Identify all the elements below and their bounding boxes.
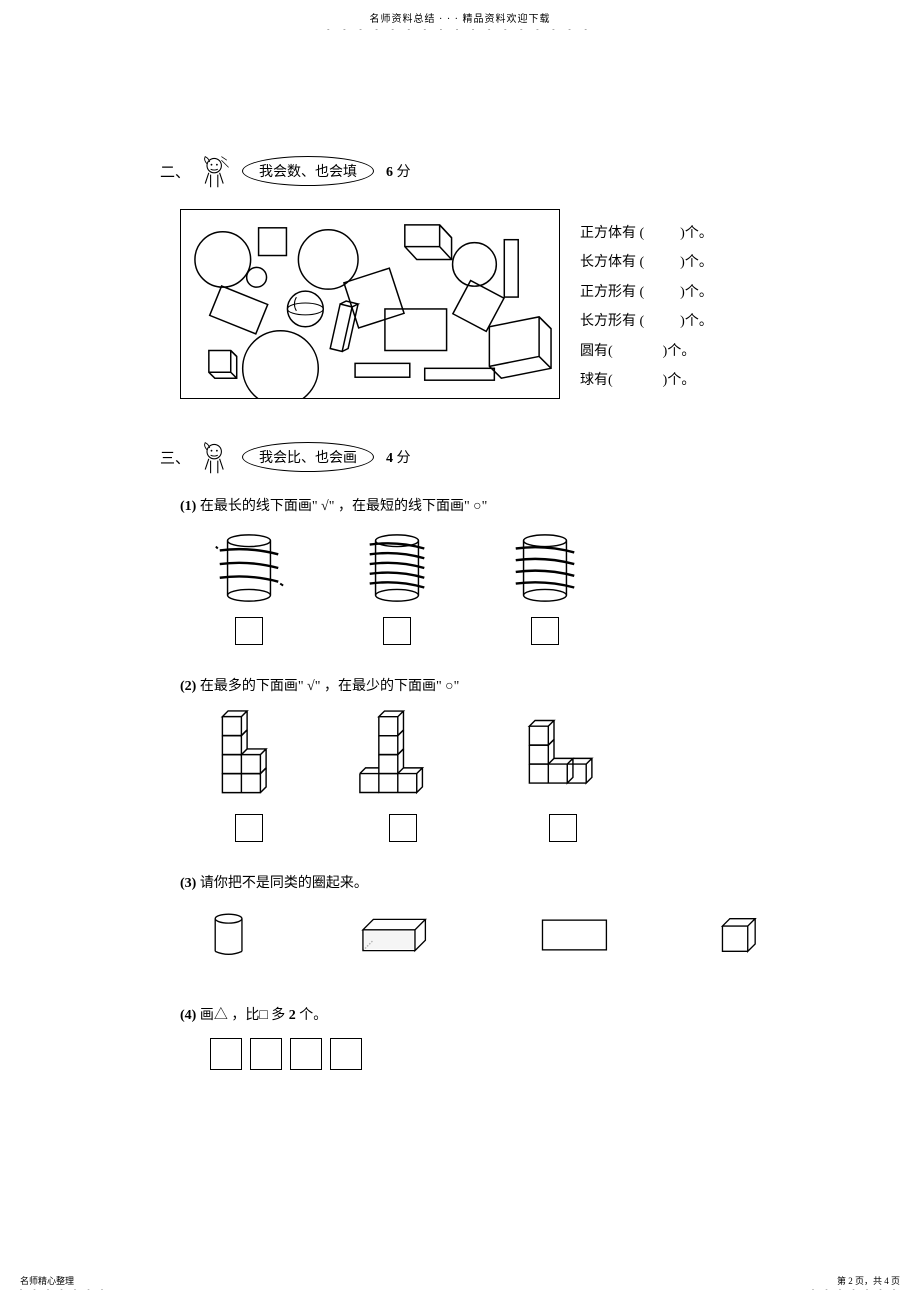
- section-3-header: 三、 我会比、也会画 4 分: [160, 439, 760, 475]
- q3-4-text: (4) 画△ ，比□ 多 2 个。: [180, 1004, 760, 1024]
- q3-2-figures: [210, 709, 760, 842]
- section-3-bubble: 我会比、也会画: [242, 442, 374, 472]
- section-2-score: 6 分: [386, 161, 411, 181]
- q3-3-text: (3) 请你把不是同类的圈起来。: [180, 872, 760, 892]
- section-2-header: 二、 我会数、也会填 6 分: [160, 153, 760, 189]
- answer-box[interactable]: [235, 617, 263, 645]
- cube-stack-icon: [210, 709, 288, 804]
- footer-right: 第 2 页，共 4 页: [812, 1274, 900, 1287]
- stat-row: 正方形有 ()个。: [580, 278, 713, 307]
- stat-row: 长方体有 ()个。: [580, 248, 713, 277]
- section-3-score: 4 分: [386, 447, 411, 467]
- cylinder-icon: [210, 906, 247, 964]
- answer-box[interactable]: [389, 814, 417, 842]
- header-dashes: - - - - - - - - - - - - - - - - -: [0, 25, 920, 33]
- mascot-icon: [198, 153, 234, 189]
- header-top-text: 名师资料总结 · · · 精品资料欢迎下载: [0, 0, 920, 25]
- stats-list: 正方体有 ()个。 长方体有 ()个。 正方形有 ()个。 长方形有 ()个。 …: [580, 209, 713, 395]
- fig-col: [358, 709, 448, 842]
- q3-2-text: (2) 在最多的下面画" √" ，在最少的下面画" ○": [180, 675, 760, 695]
- section-2-bubble: 我会数、也会填: [242, 156, 374, 186]
- q2-container: 正方体有 ()个。 长方体有 ()个。 正方形有 ()个。 长方形有 ()个。 …: [180, 209, 760, 399]
- answer-box[interactable]: [235, 814, 263, 842]
- section-3-number: 三、: [160, 447, 190, 468]
- answer-box[interactable]: [383, 617, 411, 645]
- stat-row: 圆有()个。: [580, 337, 713, 366]
- footer-left: 名师精心整理: [20, 1274, 108, 1287]
- q3-1-figures: [210, 529, 760, 645]
- stat-row: 长方形有 ()个。: [580, 307, 713, 336]
- mascot-icon: [198, 439, 234, 475]
- rectangle-icon: [541, 913, 608, 957]
- q3-1-text: (1) 在最长的线下面画" √" ，在最短的线下面画" ○": [180, 495, 760, 515]
- draw-box[interactable]: [250, 1038, 282, 1070]
- stat-row: 正方体有 ()个。: [580, 219, 713, 248]
- cuboid-icon: [357, 910, 431, 960]
- footer-dashes: - - - - - - -: [20, 1287, 108, 1293]
- page-content: 二、 我会数、也会填 6 分: [0, 33, 920, 1070]
- cylinder-rope-icon: [506, 529, 584, 607]
- shapes-diagram: [180, 209, 560, 399]
- fig-col: [210, 709, 288, 842]
- draw-box[interactable]: [290, 1038, 322, 1070]
- draw-box[interactable]: [330, 1038, 362, 1070]
- fig-col: [506, 529, 584, 645]
- stat-row: 球有()个。: [580, 366, 713, 395]
- cube-icon: [718, 907, 760, 963]
- fig-col: [358, 529, 436, 645]
- fig-col: [518, 709, 608, 842]
- answer-box[interactable]: [549, 814, 577, 842]
- cube-stack-icon: [518, 709, 608, 804]
- page-footer: 名师精心整理 - - - - - - - 第 2 页，共 4 页 - - - -…: [0, 1274, 920, 1293]
- q3-3-figures: [210, 906, 760, 964]
- answer-box[interactable]: [531, 617, 559, 645]
- q3-4-boxes: [210, 1038, 760, 1070]
- draw-box[interactable]: [210, 1038, 242, 1070]
- cube-stack-icon: [358, 709, 448, 804]
- footer-dashes: - - - - - - -: [812, 1287, 900, 1293]
- section-2-number: 二、: [160, 161, 190, 182]
- cylinder-rope-icon: [210, 529, 288, 607]
- fig-col: [210, 529, 288, 645]
- cylinder-rope-icon: [358, 529, 436, 607]
